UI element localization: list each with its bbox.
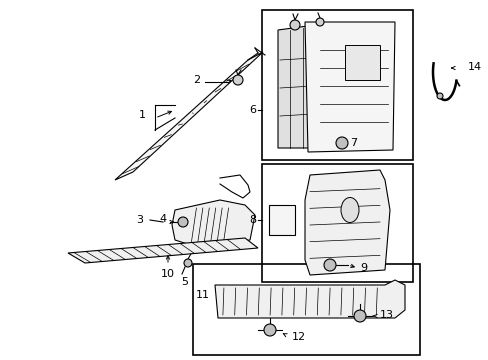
Text: 1: 1 <box>138 110 145 120</box>
Circle shape <box>232 75 243 85</box>
Text: 11: 11 <box>196 290 209 300</box>
Polygon shape <box>305 22 394 152</box>
Text: 7: 7 <box>349 138 356 148</box>
Text: 3: 3 <box>136 215 143 225</box>
Circle shape <box>324 259 335 271</box>
Polygon shape <box>305 170 389 275</box>
Bar <box>193 264 419 355</box>
Text: 9: 9 <box>359 263 366 273</box>
Circle shape <box>183 259 192 267</box>
Circle shape <box>335 137 347 149</box>
Circle shape <box>264 324 275 336</box>
Text: 4: 4 <box>159 214 166 224</box>
Bar <box>262 164 412 282</box>
Text: 2: 2 <box>193 75 200 85</box>
Polygon shape <box>172 200 254 248</box>
Bar <box>268 205 294 235</box>
Bar <box>262 10 412 160</box>
Text: 6: 6 <box>248 105 256 115</box>
Text: 10: 10 <box>161 269 175 279</box>
Circle shape <box>436 93 442 99</box>
Circle shape <box>289 20 299 30</box>
Circle shape <box>315 18 324 26</box>
Text: 8: 8 <box>248 215 256 225</box>
Polygon shape <box>115 52 263 180</box>
Polygon shape <box>215 280 404 318</box>
Text: 13: 13 <box>379 310 393 320</box>
Polygon shape <box>278 25 314 148</box>
Text: 12: 12 <box>291 332 305 342</box>
Bar <box>345 45 379 80</box>
Text: 14: 14 <box>467 62 481 72</box>
Polygon shape <box>68 238 258 263</box>
Ellipse shape <box>340 198 358 222</box>
Text: 5: 5 <box>181 277 188 287</box>
Circle shape <box>353 310 365 322</box>
Circle shape <box>178 217 187 227</box>
